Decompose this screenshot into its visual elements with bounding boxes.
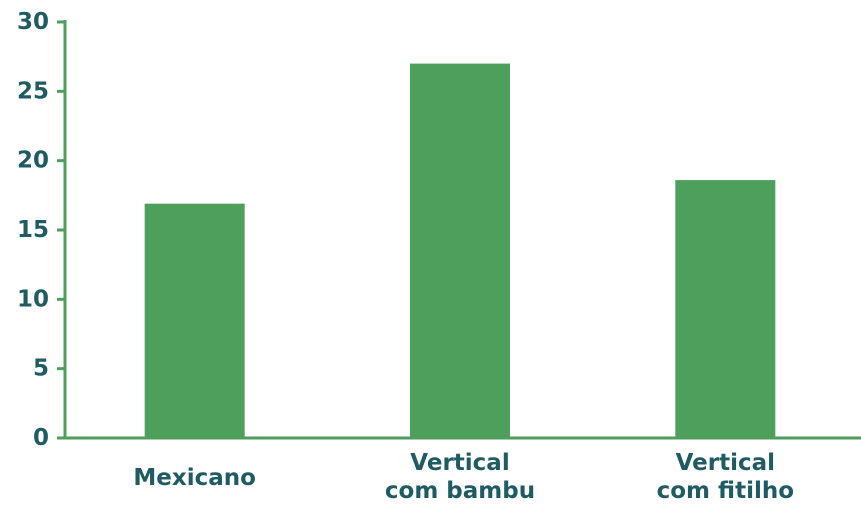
x-tick-label: Vertical com bambu [385, 450, 535, 504]
y-tick-label: 15 [17, 217, 49, 243]
bars [144, 63, 776, 438]
y-tick-label: 25 [17, 78, 49, 104]
y-axis-ticks: 0 5 10 15 20 25 30 [17, 9, 65, 451]
y-tick-label: 10 [17, 286, 49, 312]
axes [63, 20, 861, 440]
y-tick-label: 20 [17, 148, 49, 174]
bar [675, 180, 776, 438]
x-tick-label: Mexicano [133, 465, 256, 491]
bar [410, 63, 510, 438]
y-tick-label: 30 [17, 9, 49, 35]
bar [144, 203, 245, 438]
x-tick-label: Vertical com fitilho [657, 450, 794, 504]
y-tick-label: 0 [33, 425, 49, 451]
x-axis-labels: Mexicano Vertical com bambu Vertical com fit… [133, 450, 794, 504]
y-tick-label: 5 [33, 356, 49, 382]
